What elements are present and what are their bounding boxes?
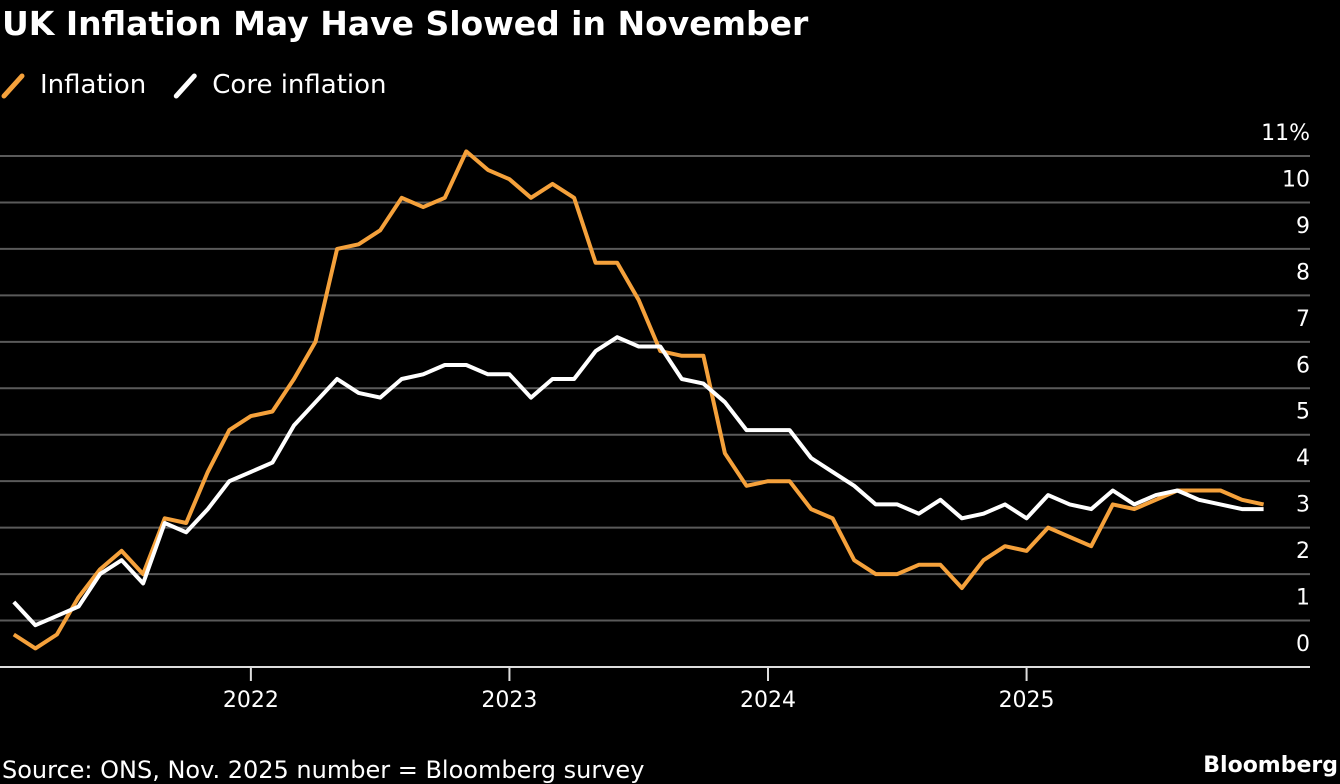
chart-title: UK Inflation May Have Slowed in November bbox=[2, 4, 809, 43]
y-tick-label: 6 bbox=[1296, 353, 1310, 378]
y-tick-label: 11% bbox=[1261, 121, 1310, 146]
y-tick-label: 7 bbox=[1296, 307, 1310, 332]
series-line bbox=[12, 149, 1265, 651]
legend-swatch bbox=[173, 73, 197, 99]
legend-swatch bbox=[1, 73, 25, 99]
y-tick-label: 3 bbox=[1296, 493, 1310, 518]
y-tick-label: 1 bbox=[1296, 586, 1310, 611]
y-tick-label: 5 bbox=[1296, 400, 1310, 425]
brand: Bloomberg bbox=[1203, 753, 1338, 778]
legend-label: Core inflation bbox=[212, 70, 386, 100]
y-tick-label: 2 bbox=[1296, 539, 1310, 564]
y-tick-label: 9 bbox=[1296, 214, 1310, 239]
x-tick-label: 2022 bbox=[223, 688, 279, 713]
series-line bbox=[12, 335, 1264, 628]
legend-label: Inflation bbox=[40, 70, 146, 100]
x-tick-label: 2023 bbox=[481, 688, 537, 713]
y-tick-label: 10 bbox=[1282, 167, 1310, 192]
y-tick-label: 4 bbox=[1296, 446, 1310, 471]
x-tick-label: 2025 bbox=[999, 688, 1055, 713]
source-note: Source: ONS, Nov. 2025 number = Bloomber… bbox=[2, 756, 644, 784]
y-tick-label: 8 bbox=[1296, 260, 1310, 285]
x-tick-label: 2024 bbox=[740, 688, 796, 713]
y-tick-label: 0 bbox=[1296, 632, 1310, 657]
